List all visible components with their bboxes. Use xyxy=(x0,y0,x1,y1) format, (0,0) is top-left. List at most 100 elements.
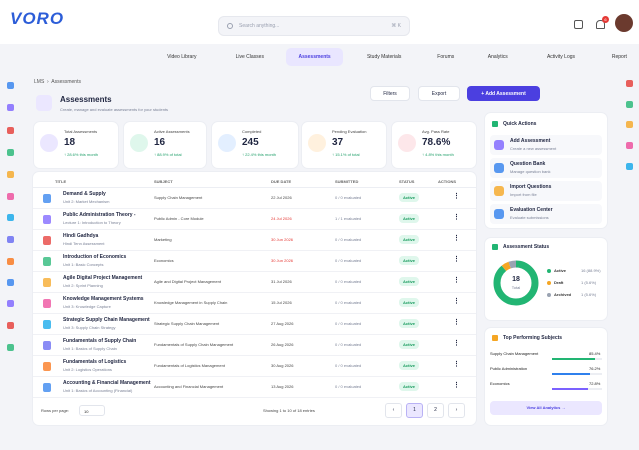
status-badge: Active xyxy=(399,361,420,370)
nav-tab[interactable]: Assessments xyxy=(286,48,344,66)
sidebar-icon xyxy=(7,127,14,134)
header-divider xyxy=(33,187,476,188)
stat-card: Active Assessments 16 ↑ 88.9% of total xyxy=(124,122,206,168)
page-button[interactable]: 2 xyxy=(427,403,444,418)
sidebar-icon xyxy=(626,101,633,108)
subject-value: 72.8% xyxy=(589,381,601,386)
card-title: Assessment Status xyxy=(503,244,550,250)
sidebar-icon xyxy=(7,214,14,221)
export-button[interactable]: Export xyxy=(418,86,460,101)
sidebar-icon xyxy=(626,142,633,149)
legend-name: Active xyxy=(554,268,567,273)
quick-action[interactable]: Evaluation Center Evaluate submissions xyxy=(490,204,602,224)
page-icon xyxy=(36,95,52,111)
nav-tab[interactable]: Live Classes xyxy=(235,54,264,60)
row-actions[interactable]: ⋮ xyxy=(453,382,460,389)
row-actions[interactable]: ⋮ xyxy=(453,214,460,221)
quick-action-desc: Manage question bank xyxy=(510,169,551,174)
row-icon xyxy=(43,278,51,287)
sidebar-icon xyxy=(7,322,14,329)
legend-value: 1 (5.6%) xyxy=(581,280,597,285)
nav-tab[interactable]: Analytics xyxy=(487,54,508,60)
status-badge: Active xyxy=(399,382,420,391)
page-button[interactable]: 1 xyxy=(406,403,423,418)
row-due: 30 Aug 2026 xyxy=(271,363,294,368)
nav-tab[interactable]: Forums xyxy=(437,54,455,60)
avatar[interactable] xyxy=(615,14,633,32)
quick-action-desc: Create a new assessment xyxy=(510,146,557,151)
row-actions[interactable]: ⋮ xyxy=(453,193,460,200)
quick-action[interactable]: Add Assessment Create a new assessment xyxy=(490,135,602,155)
sidebar-icon xyxy=(626,121,633,128)
row-icon xyxy=(43,194,51,203)
quick-action-title: Add Assessment xyxy=(510,138,551,144)
stat-card: Total Assessments 18 ↑ 28.6% this month xyxy=(34,122,118,168)
stat-change: ↑ 4.8% this month xyxy=(422,152,454,157)
row-actions[interactable]: ⋮ xyxy=(453,235,460,242)
row-unit: Unit 1: Basics of Accounting (Financial) xyxy=(63,388,133,393)
sidebar-icon xyxy=(7,279,14,286)
row-unit: Unit 2: Market Mechanism xyxy=(63,199,110,204)
row-actions[interactable]: ⋮ xyxy=(453,298,460,305)
row-due: 15 Jul 2026 xyxy=(271,300,292,305)
nav-tab[interactable]: Video Library xyxy=(167,54,197,60)
stat-value: 16 xyxy=(154,137,166,148)
page-next[interactable]: › xyxy=(448,403,465,418)
row-subject: Marketing xyxy=(154,237,172,242)
apps-icon[interactable] xyxy=(574,20,583,29)
quick-action-desc: Import from file xyxy=(510,192,537,197)
row-subject: Agile and Digital Project Management xyxy=(154,279,221,284)
stat-change: ↑ 28.6% this month xyxy=(64,152,99,157)
subject-bar xyxy=(552,373,591,375)
column-header: DUE DATE xyxy=(271,179,292,184)
page-prev[interactable]: ‹ xyxy=(385,403,402,418)
row-subject: Fundamentals of Supply Chain Management xyxy=(154,342,234,347)
row-divider xyxy=(33,334,476,335)
row-icon xyxy=(43,215,51,224)
row-submitted: 0 / 0 evaluated xyxy=(335,258,362,263)
sidebar-icon xyxy=(7,193,14,200)
stat-card: Pending Evaluation 37 ↑ 15.1% of total xyxy=(302,122,386,168)
row-submitted: 0 / 0 evaluated xyxy=(335,321,362,326)
quick-action[interactable]: Import Questions Import from file xyxy=(490,181,602,201)
subject-name: Public Administration xyxy=(490,366,528,371)
status-badge: Active xyxy=(399,193,420,202)
breadcrumb: LMS › Assessments xyxy=(34,79,81,85)
row-title: Public Administration Theory - xyxy=(63,212,136,218)
row-actions[interactable]: ⋮ xyxy=(453,340,460,347)
column-header: ACTIONS xyxy=(438,179,456,184)
quick-action-title: Question Bank xyxy=(510,161,546,167)
nav-tab[interactable]: Report xyxy=(611,54,627,60)
bell-icon[interactable] xyxy=(596,20,605,29)
row-due: 27 Aug 2026 xyxy=(271,321,294,326)
row-due: 30 Jun 2026 xyxy=(271,237,294,242)
search-box[interactable]: Search anything... ⌘ K xyxy=(218,16,410,36)
status-badge: Active xyxy=(399,298,420,307)
legend-name: Draft xyxy=(554,280,564,285)
row-actions[interactable]: ⋮ xyxy=(453,256,460,263)
quick-action-title: Evaluation Center xyxy=(510,207,553,213)
row-actions[interactable]: ⋮ xyxy=(453,319,460,326)
view-analytics-link[interactable]: View All Analytics → xyxy=(490,401,602,415)
row-submitted: 0 / 0 evaluated xyxy=(335,300,362,305)
row-divider xyxy=(33,292,476,293)
row-subject: Economics xyxy=(154,258,174,263)
rows-per-page-select[interactable]: 10 xyxy=(79,405,105,416)
row-unit: Unit 2: Logistics Operations xyxy=(63,367,112,372)
row-submitted: 0 / 0 evaluated xyxy=(335,342,362,347)
nav-tab[interactable]: Activity Logs xyxy=(546,54,576,60)
row-actions[interactable]: ⋮ xyxy=(453,277,460,284)
stat-value: 37 xyxy=(332,137,344,148)
row-submitted: 0 / 0 evaluated xyxy=(335,195,362,200)
nav-tab[interactable]: Study Materials xyxy=(366,54,402,60)
row-actions[interactable]: ⋮ xyxy=(453,361,460,368)
add-assessment-button[interactable]: + Add Assessment xyxy=(467,86,540,101)
row-divider xyxy=(33,313,476,314)
stat-change: ↑ 22.4% this month xyxy=(242,152,277,157)
row-subject: Supply Chain Management xyxy=(154,195,203,200)
quick-action[interactable]: Question Bank Manage question bank xyxy=(490,158,602,178)
row-divider xyxy=(33,376,476,377)
row-unit: Hindi Tenn Assessment xyxy=(63,241,105,246)
filters-button[interactable]: Filters xyxy=(370,86,410,101)
